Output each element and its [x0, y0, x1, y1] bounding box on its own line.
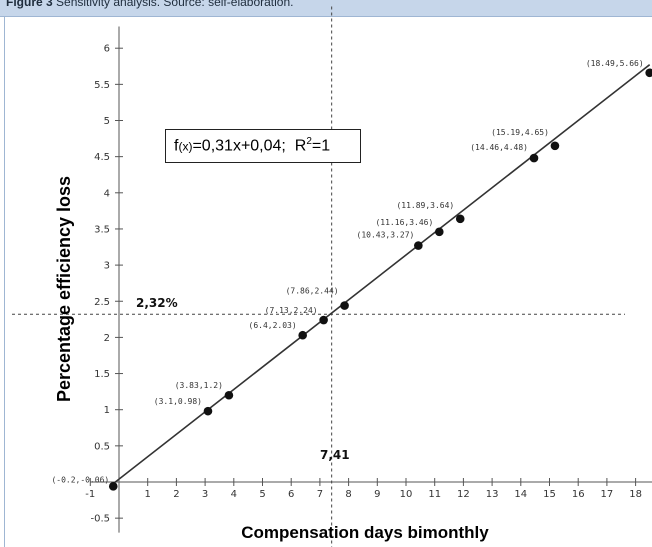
axes: -112345678910111213141516171819-0.50.511…: [85, 26, 652, 533]
reference-lines: [12, 6, 625, 547]
x-tick-label: 13: [486, 489, 499, 500]
y-axis-title: Percentage efficiency loss: [54, 176, 74, 402]
data-point: [319, 315, 328, 325]
formula-expression: =0,31x+0,04;: [192, 137, 286, 155]
trendline: [112, 64, 651, 485]
y-tick-label: 1: [104, 405, 110, 416]
y-tick-label: 0.5: [94, 441, 110, 452]
x-tick-label: 9: [374, 489, 380, 500]
y-tick-label: 4.5: [94, 152, 110, 163]
left-rule: [4, 16, 5, 547]
x-tick-label: 1: [145, 489, 151, 500]
formula-arg: (x): [178, 139, 193, 154]
caption-label: Figure 3: [6, 0, 53, 9]
x-tick-label: 17: [601, 489, 614, 500]
caption-text: Sensitivity analysis. Source: self-elabo…: [56, 0, 294, 9]
x-tick-label: 4: [231, 489, 237, 500]
y-marker-annotation: 2,32%: [136, 296, 178, 310]
data-point-label: (14.46,4.48): [470, 143, 528, 152]
r-squared-label: R: [294, 137, 307, 155]
data-point-label: (7.86,2.44): [286, 287, 339, 296]
data-point-label: (6.4,2.03): [249, 321, 297, 330]
data-point: [414, 241, 423, 250]
data-point-label: (15.19,4.65): [491, 128, 549, 137]
x-tick-label: 15: [543, 489, 556, 500]
x-axis-title: Compensation days bimonthly: [241, 523, 489, 542]
y-tick-label: 2: [104, 333, 110, 344]
x-tick-label: 5: [259, 489, 265, 500]
data-point: [529, 153, 539, 163]
y-tick-label: 5.5: [94, 80, 110, 91]
data-point-label: (7.13,2.24): [265, 306, 318, 315]
formula-box: f(x)=0,31x+0,04; R2=1: [165, 129, 361, 163]
data-points: [108, 68, 652, 491]
data-point-label: (3.83,1.2): [175, 381, 223, 390]
data-point: [224, 390, 234, 400]
y-tick-label: 6: [104, 44, 110, 55]
data-point-label: (-0.2,-0.06): [51, 475, 109, 484]
data-point: [434, 227, 444, 237]
x-tick-label: 3: [202, 489, 208, 500]
data-point-label: (3.1,0.98): [154, 397, 202, 406]
y-tick-label: -0.5: [90, 514, 110, 525]
data-point-label: (11.89,3.64): [396, 201, 454, 210]
x-tick-label: 10: [400, 489, 413, 500]
r-squared-value: =1: [311, 137, 331, 155]
trendline-group: [112, 64, 651, 485]
data-point: [203, 406, 213, 416]
data-point: [108, 482, 118, 491]
x-tick-label: 6: [288, 489, 294, 500]
x-tick-label: 11: [428, 489, 441, 500]
figure-caption: Figure 3 Sensitivity analysis. Source: s…: [6, 0, 293, 9]
x-tick-label: 12: [457, 489, 470, 500]
x-tick-label: 16: [572, 489, 585, 500]
r-squared-exponent: 2: [306, 136, 312, 147]
y-tick-label: 3.5: [94, 224, 110, 235]
x-tick-label: 2: [173, 489, 179, 500]
data-point: [298, 330, 307, 340]
data-point: [340, 301, 349, 310]
data-point: [455, 214, 465, 224]
y-tick-label: 5: [104, 116, 110, 127]
data-point-label: (11.16,3.46): [375, 218, 433, 227]
x-tick-label: 14: [514, 489, 527, 500]
data-point: [550, 141, 560, 151]
x-tick-label: 7: [317, 489, 323, 500]
x-tick-label: 8: [345, 489, 351, 500]
y-tick-label: 2.5: [94, 297, 110, 308]
data-point: [645, 68, 652, 78]
formula-prefix: f: [174, 137, 179, 155]
y-tick-label: 1.5: [94, 369, 110, 380]
data-point-label: (18.49,5.66): [586, 59, 644, 68]
data-point-label: (10.43,3.27): [357, 231, 415, 240]
caption-bar: Figure 3 Sensitivity analysis. Source: s…: [0, 0, 652, 17]
y-tick-label: 3: [104, 261, 110, 272]
x-tick-label: 18: [629, 489, 642, 500]
x-tick-label: -1: [85, 489, 95, 500]
regression-formula: f(x)=0,31x+0,04; R2=1: [174, 136, 330, 155]
y-tick-label: 4: [104, 188, 110, 199]
x-marker-annotation: 7,41: [320, 448, 350, 462]
point-labels: (-0.2,-0.06) (3.1,0.98) (3.83,1.2) (6.4,2.0…: [51, 59, 643, 485]
